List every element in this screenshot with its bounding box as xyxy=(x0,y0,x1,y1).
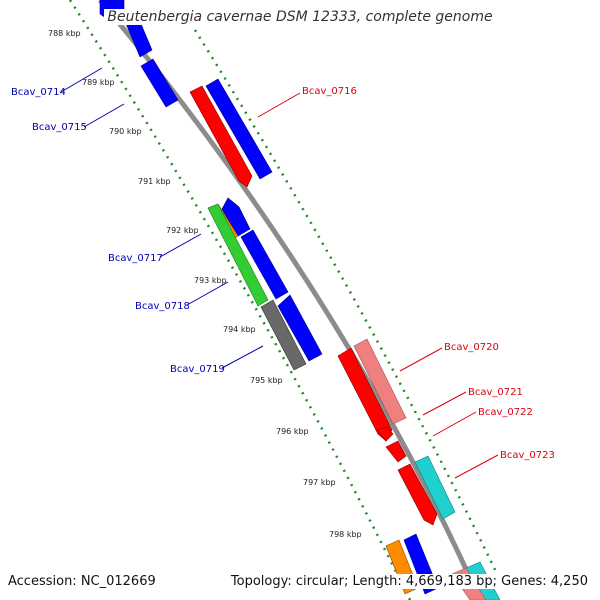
tick-label: 797 kbp xyxy=(303,478,336,487)
tick-label: 798 kbp xyxy=(329,530,362,539)
gene-label-bcav0723[interactable]: Bcav_0723 xyxy=(500,450,555,461)
leader-line xyxy=(222,346,263,368)
gene-label-bcav0715[interactable]: Bcav_0715 xyxy=(32,122,87,133)
map-title-text: Beutenbergia cavernae DSM 12333, complet… xyxy=(104,9,495,25)
leader-line xyxy=(400,348,442,371)
reverse-strand-genes xyxy=(100,0,438,594)
leader-line xyxy=(84,104,124,127)
inner-tick-rail xyxy=(70,0,410,600)
leader-line xyxy=(433,412,476,436)
leader-line xyxy=(455,455,498,478)
leader-line xyxy=(187,282,228,305)
gene-label-bcav0718[interactable]: Bcav_0718 xyxy=(135,301,190,312)
leader-line xyxy=(423,392,466,415)
leader-line xyxy=(258,93,300,117)
gene-label-bcav0716[interactable]: Bcav_0716 xyxy=(302,86,357,97)
tick-label: 795 kbp xyxy=(250,376,283,385)
outer-tick-rail xyxy=(195,30,500,580)
gene-label-bcav0722[interactable]: Bcav_0722 xyxy=(478,407,533,418)
map-title: Beutenbergia cavernae DSM 12333, complet… xyxy=(0,9,600,25)
tick-label: 792 kbp xyxy=(166,226,199,235)
tick-label: 794 kbp xyxy=(223,325,256,334)
gene-label-bcav0720[interactable]: Bcav_0720 xyxy=(444,342,499,353)
gene-label-bcav0721[interactable]: Bcav_0721 xyxy=(468,387,523,398)
tick-label: 796 kbp xyxy=(276,427,309,436)
gene-arrow-bcav0715 xyxy=(141,59,178,107)
genome-map: 788 kbp 789 kbp 790 kbp 791 kbp 792 kbp … xyxy=(0,0,600,600)
gene-label-bcav0717[interactable]: Bcav_0717 xyxy=(108,253,163,264)
gene-labels: Bcav_0714 Bcav_0715 Bcav_0716 Bcav_0717 … xyxy=(11,68,555,478)
leader-line xyxy=(160,234,201,257)
genome-summary-text: Topology: circular; Length: 4,669,183 bp… xyxy=(229,574,590,589)
tick-label: 791 kbp xyxy=(138,177,171,186)
tick-label: 789 kbp xyxy=(82,78,115,87)
tick-label: 793 kbp xyxy=(194,276,227,285)
gene-label-bcav0714[interactable]: Bcav_0714 xyxy=(11,87,66,98)
tick-label: 788 kbp xyxy=(48,29,81,38)
gene-label-bcav0719[interactable]: Bcav_0719 xyxy=(170,364,225,375)
accession-text: Accession: NC_012669 xyxy=(8,574,156,589)
tick-label: 790 kbp xyxy=(109,127,142,136)
